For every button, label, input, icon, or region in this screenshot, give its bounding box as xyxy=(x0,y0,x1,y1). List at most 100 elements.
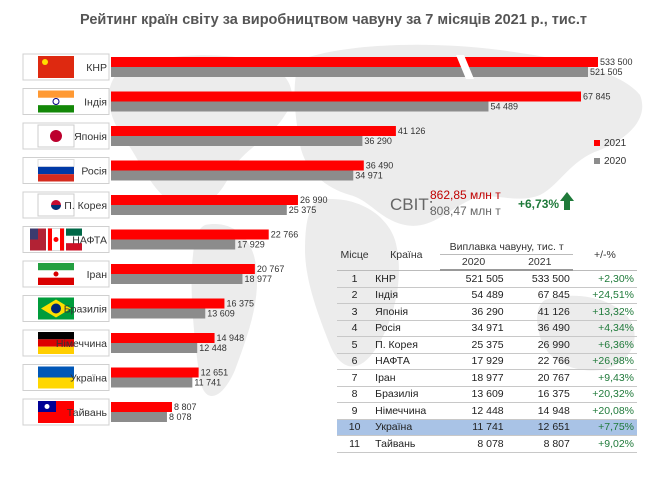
cell-rank: 8 xyxy=(337,386,373,403)
cell-v2021: 8 807 xyxy=(506,435,573,453)
axis-break-mark xyxy=(456,55,474,79)
cell-country: Японія xyxy=(372,303,441,321)
bar-2021-4 xyxy=(111,160,364,171)
bar-2020-6 xyxy=(111,239,236,250)
cell-country: Індія xyxy=(372,287,441,304)
data-label-2021-4: 36 490 xyxy=(366,161,394,171)
table-row: 2 Індія 54 489 67 845 +24,51% xyxy=(337,287,637,304)
bar-2021-8 xyxy=(111,298,225,309)
nafta-flags xyxy=(30,228,82,251)
cell-v2020: 521 505 xyxy=(440,270,507,288)
cell-v2021: 20 767 xyxy=(506,369,573,387)
cell-v2020: 11 741 xyxy=(440,419,507,436)
category-label-3: Японія xyxy=(74,131,107,143)
category-label-7: Іран xyxy=(87,269,108,281)
data-label-2020-8: 13 609 xyxy=(207,309,235,319)
cell-rank: 7 xyxy=(337,369,373,387)
legend: 2021 2020 xyxy=(594,138,627,167)
cell-pct: +20,32% xyxy=(572,386,637,403)
cell-v2020: 12 448 xyxy=(440,402,507,420)
table-row: 4 Росія 34 971 36 490 +4,34% xyxy=(337,320,637,337)
bar-2020-11 xyxy=(111,412,167,422)
bar-2021-5 xyxy=(111,195,298,205)
bar-2021-6 xyxy=(111,229,269,240)
bar-2020-2 xyxy=(111,101,489,112)
bar-2020-3 xyxy=(111,136,363,146)
bar-2020-10 xyxy=(111,377,193,388)
data-label-2021-8: 16 375 xyxy=(226,299,254,309)
china-flag xyxy=(38,56,74,78)
data-label-2021-10: 12 651 xyxy=(201,368,229,378)
bar-2020-9 xyxy=(111,343,198,353)
germany-flag xyxy=(38,332,74,354)
cell-pct: +9,02% xyxy=(572,435,637,453)
bar-2020-1 xyxy=(111,67,588,77)
table-row: 6 НАФТА 17 929 22 766 +26,98% xyxy=(337,353,637,370)
data-label-2021-1: 533 500 xyxy=(600,57,633,67)
cell-rank: 1 xyxy=(337,270,373,288)
bar-2021-2 xyxy=(111,91,581,102)
data-label-2021-11: 8 807 xyxy=(174,402,197,412)
bar-2020-4 xyxy=(111,170,354,181)
cell-country: Росія xyxy=(372,320,441,337)
legend-swatch-2020 xyxy=(594,158,600,164)
japan-flag xyxy=(37,124,75,148)
table-row: 10 Україна 11 741 12 651 +7,75% xyxy=(337,419,637,436)
world-growth: +6,73% xyxy=(518,197,559,211)
cell-v2021: 16 375 xyxy=(506,386,573,403)
data-label-2020-4: 34 971 xyxy=(355,171,383,181)
table-row: 11 Тайвань 8 078 8 807 +9,02% xyxy=(337,435,637,453)
cell-v2021: 36 490 xyxy=(506,320,573,337)
india-flag xyxy=(38,90,74,113)
header-pct: +/-% xyxy=(572,240,637,271)
world-2020-value: 808,47 млн т xyxy=(430,204,501,218)
up-arrow-icon xyxy=(560,192,574,210)
data-label-2021-6: 22 766 xyxy=(271,230,299,240)
legend-label-2020: 2020 xyxy=(604,156,627,167)
category-label-6: НАФТА xyxy=(72,235,107,247)
cell-rank: 2 xyxy=(337,287,373,304)
cell-v2021: 533 500 xyxy=(506,270,573,288)
cell-pct: +20,08% xyxy=(572,402,637,420)
data-label-2020-3: 36 290 xyxy=(364,136,392,146)
category-label-11: Тайвань xyxy=(67,407,108,419)
cell-rank: 9 xyxy=(337,402,373,420)
data-label-2021-7: 20 767 xyxy=(257,264,285,274)
russia-flag xyxy=(37,159,75,182)
cell-pct: +24,51% xyxy=(572,287,637,304)
cell-rank: 10 xyxy=(337,419,373,436)
header-2020: 2020 xyxy=(440,254,507,271)
data-label-2021-5: 26 990 xyxy=(300,195,328,205)
category-label-5: П. Корея xyxy=(64,200,107,212)
data-label-2020-2: 54 489 xyxy=(490,102,518,112)
chart-title: Рейтинг країн світу за виробництвом чаву… xyxy=(80,12,587,28)
cell-v2020: 34 971 xyxy=(440,320,507,337)
cell-v2021: 12 651 xyxy=(506,419,573,436)
cell-rank: 5 xyxy=(337,336,373,354)
legend-swatch-2021 xyxy=(594,140,600,146)
world-label: СВІТ: xyxy=(390,195,433,214)
data-label-2020-6: 17 929 xyxy=(237,240,265,250)
table-row: 9 Німеччина 12 448 14 948 +20,08% xyxy=(337,402,637,420)
flag-column: КНР Індія Японія Росія П. Корея НАФТА Іран Браз… xyxy=(22,53,110,426)
cell-rank: 11 xyxy=(337,435,373,453)
cell-country: Тайвань xyxy=(372,435,441,453)
cell-v2020: 54 489 xyxy=(440,287,507,304)
cell-country: НАФТА xyxy=(372,353,441,370)
cell-pct: +4,34% xyxy=(572,320,637,337)
data-label-2020-7: 18 977 xyxy=(244,274,272,284)
cell-pct: +9,43% xyxy=(572,369,637,387)
cell-pct: +26,98% xyxy=(572,353,637,370)
bar-2020-7 xyxy=(111,274,243,284)
bar-2020-5 xyxy=(111,205,287,215)
bar-2021-7 xyxy=(111,264,255,274)
data-label-2020-1: 521 505 xyxy=(590,67,623,77)
data-label-2020-11: 8 078 xyxy=(169,412,192,422)
cell-v2020: 8 078 xyxy=(440,435,507,453)
table-row: 1 КНР 521 505 533 500 +2,30% xyxy=(337,270,637,288)
data-label-2020-9: 12 448 xyxy=(199,343,227,353)
bar-2020-8 xyxy=(111,308,206,319)
data-label-2021-2: 67 845 xyxy=(583,92,611,102)
